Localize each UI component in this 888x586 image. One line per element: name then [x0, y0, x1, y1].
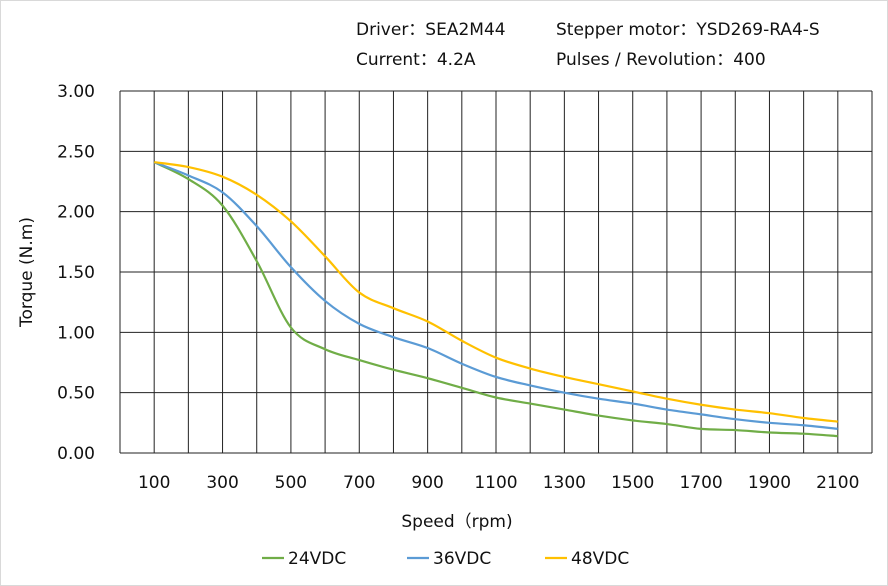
x-tick-label: 1500	[611, 473, 654, 493]
y-tick-label: 3.00	[57, 82, 95, 102]
y-tick-label: 2.50	[57, 142, 95, 162]
y-tick-label: 0.50	[57, 384, 95, 404]
series-line-48VDC	[154, 161, 838, 423]
y-tick-label: 1.00	[57, 323, 95, 343]
y-tick-label: 0.00	[57, 444, 95, 464]
series-line-36VDC	[153, 161, 838, 430]
x-tick-label: 100	[138, 473, 170, 493]
motor-label: Stepper motor：YSD269-RA4-S	[556, 20, 820, 40]
x-tick-label: 1700	[679, 473, 722, 493]
legend-label: 36VDC	[433, 549, 491, 569]
y-axis-label: Torque (N.m)	[17, 217, 37, 328]
y-tick-label: 2.00	[57, 203, 95, 223]
x-tick-label: 300	[206, 473, 238, 493]
y-tick-label: 1.50	[57, 263, 95, 283]
current-label: Current：4.2A	[356, 50, 476, 70]
x-axis-label: Speed（rpm)	[401, 512, 512, 532]
x-tick-label: 500	[275, 473, 307, 493]
x-tick-label: 1300	[543, 473, 586, 493]
pulses-label: Pulses / Revolution：400	[556, 50, 766, 70]
x-tick-label: 900	[411, 473, 443, 493]
driver-label: Driver：SEA2M44	[356, 20, 506, 40]
x-tick-label: 1900	[748, 473, 791, 493]
series-line-24VDC	[153, 161, 838, 438]
legend-label: 24VDC	[288, 549, 346, 569]
legend-label: 48VDC	[571, 549, 629, 569]
x-tick-label: 700	[343, 473, 375, 493]
x-tick-label: 1100	[474, 473, 517, 493]
x-tick-label: 2100	[816, 473, 859, 493]
